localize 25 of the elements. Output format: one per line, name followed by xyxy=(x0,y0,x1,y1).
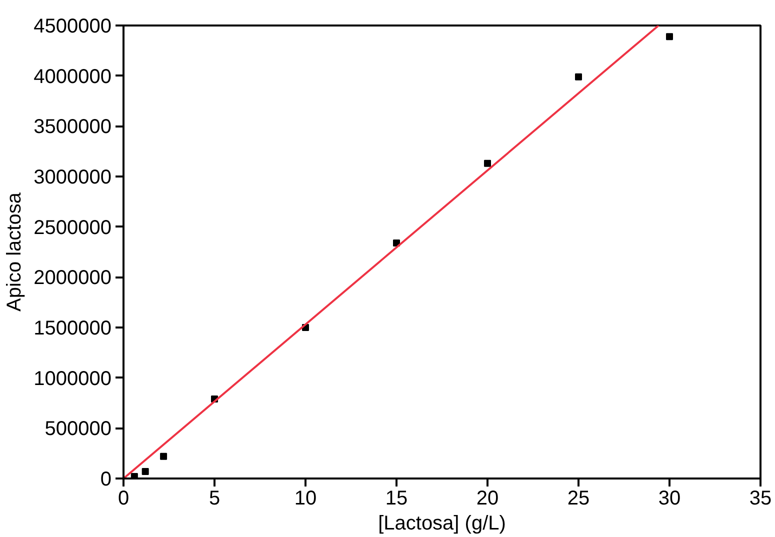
y-tick-label: 3500000 xyxy=(34,116,112,138)
point xyxy=(160,452,168,460)
y-tick-label: 2000000 xyxy=(34,267,112,290)
y-tick-label: 4000000 xyxy=(34,66,112,88)
x-tick-label: 5 xyxy=(208,488,220,510)
x-tick-label: 0 xyxy=(118,488,130,510)
y-tick-label: 3000000 xyxy=(34,166,112,188)
x-tick-label: 10 xyxy=(294,488,317,510)
y-tick-label: 500000 xyxy=(44,418,112,440)
y-tick-label: 1500000 xyxy=(34,318,112,340)
y-tick-label: 0 xyxy=(100,468,112,490)
point xyxy=(666,33,673,40)
point xyxy=(142,468,149,475)
y-tick-label: 2500000 xyxy=(34,216,112,239)
y-tick-label: 4500000 xyxy=(34,16,112,38)
x-tick-label: 25 xyxy=(567,488,590,510)
y-axis-title: Apico lactosa xyxy=(4,192,26,312)
x-tick-label: 30 xyxy=(658,488,681,510)
x-axis-title: [Lactosa] (g/L) xyxy=(378,512,506,534)
point xyxy=(484,160,491,167)
point xyxy=(575,73,582,80)
y-tick-label: 1000000 xyxy=(34,368,112,390)
x-tick-label: 35 xyxy=(749,488,772,510)
x-tick-label: 20 xyxy=(476,488,499,510)
x-tick-label: 15 xyxy=(385,488,408,510)
